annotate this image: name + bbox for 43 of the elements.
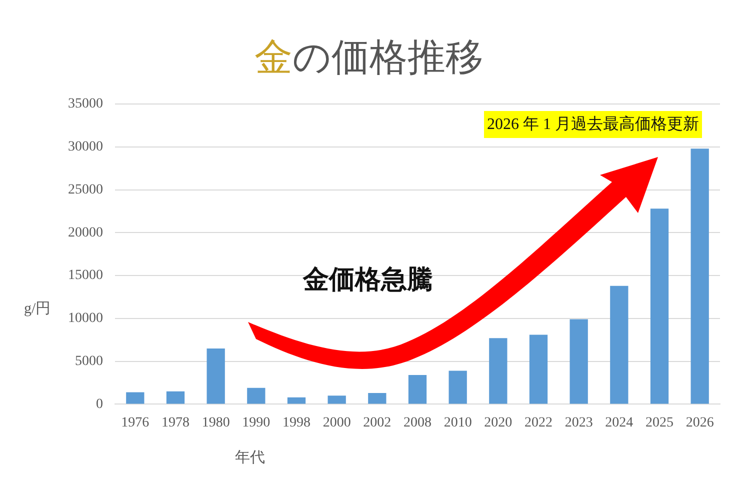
y-tick-label: 5000: [75, 354, 103, 369]
bar: [650, 208, 669, 404]
bar: [690, 148, 709, 404]
y-axis-title: g/円: [24, 300, 51, 318]
bar: [448, 370, 467, 404]
y-tick-label: 15000: [68, 268, 103, 284]
bar: [247, 388, 266, 404]
y-tick-label: 20000: [68, 225, 103, 240]
x-tick-label: 2010: [444, 415, 472, 430]
bar: [570, 319, 588, 404]
bar: [529, 334, 548, 404]
x-axis-title: 年代: [235, 449, 265, 467]
chart-title: 金の価格推移: [254, 36, 484, 81]
bar: [206, 348, 225, 404]
x-tick-label: 2023: [564, 415, 593, 430]
x-tick-label: 2008: [404, 415, 432, 430]
bar: [126, 392, 144, 404]
x-tick-label: 1976: [121, 415, 150, 430]
bar: [489, 338, 508, 404]
annotation: 金価格急騰: [303, 264, 433, 296]
bar: [408, 375, 427, 404]
y-tick-label: 25000: [68, 182, 103, 198]
x-tick-label: 2000: [322, 415, 351, 430]
y-tick-label: 0: [96, 396, 103, 412]
x-tick-label: 1980: [202, 415, 230, 430]
x-tick-label: 1978: [162, 415, 190, 430]
x-tick-label: 1998: [282, 415, 310, 430]
x-tick-label: 1990: [242, 415, 270, 430]
y-tick-label: 30000: [68, 140, 103, 155]
annotation: 2026 年 1 月過去最高価格更新: [484, 111, 702, 138]
bar: [287, 397, 306, 404]
x-tick-label: 2020: [484, 415, 512, 430]
x-tick-label: 2025: [646, 415, 674, 430]
x-tick-label: 2024: [605, 415, 634, 430]
x-tick-label: 2002: [363, 415, 392, 430]
y-tick-label: 10000: [68, 311, 103, 326]
x-tick-label: 2022: [524, 415, 552, 430]
bar: [368, 393, 386, 404]
x-tick-label: 2026: [686, 415, 714, 430]
bar: [328, 396, 346, 404]
bar: [610, 286, 628, 404]
y-tick-label: 35000: [68, 96, 103, 112]
bar: [166, 391, 185, 404]
